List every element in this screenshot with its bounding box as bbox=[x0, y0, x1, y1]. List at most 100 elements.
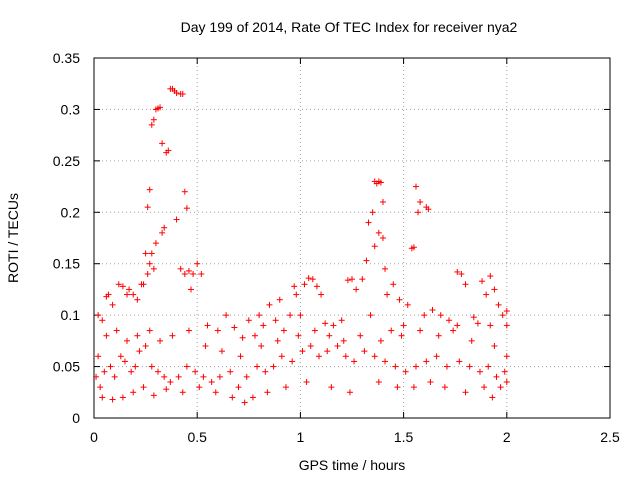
data-point bbox=[185, 267, 192, 274]
x-tick-label: 2 bbox=[503, 429, 511, 445]
data-point bbox=[421, 312, 428, 319]
data-point bbox=[126, 286, 133, 293]
data-point bbox=[351, 358, 358, 365]
data-point bbox=[212, 389, 219, 396]
data-point bbox=[175, 373, 182, 380]
data-point bbox=[177, 265, 184, 272]
data-point bbox=[371, 243, 378, 250]
data-point bbox=[483, 291, 490, 298]
data-point bbox=[427, 379, 434, 385]
data-point bbox=[165, 147, 172, 154]
data-point bbox=[423, 358, 430, 365]
data-point bbox=[318, 291, 325, 298]
data-point bbox=[361, 348, 368, 355]
data-point bbox=[379, 199, 386, 205]
data-point bbox=[330, 322, 337, 329]
data-point bbox=[404, 301, 411, 308]
data-point bbox=[148, 363, 155, 370]
data-point bbox=[474, 320, 481, 327]
data-point bbox=[266, 301, 273, 308]
data-point bbox=[254, 363, 261, 370]
data-point bbox=[136, 348, 143, 355]
data-point bbox=[324, 348, 331, 355]
data-point bbox=[491, 286, 498, 293]
x-axis-label: GPS time / hours bbox=[299, 457, 406, 473]
data-point bbox=[146, 186, 153, 193]
data-point bbox=[99, 317, 106, 324]
data-point bbox=[328, 384, 335, 391]
data-point bbox=[142, 343, 149, 349]
data-point bbox=[489, 394, 496, 401]
data-point bbox=[208, 379, 215, 385]
data-point bbox=[237, 353, 244, 360]
y-tick-label: 0.1 bbox=[61, 307, 81, 323]
data-point bbox=[101, 368, 108, 375]
data-point bbox=[400, 322, 407, 329]
data-point bbox=[270, 363, 277, 370]
data-point bbox=[159, 229, 166, 236]
data-point bbox=[301, 281, 308, 288]
data-point bbox=[433, 353, 440, 360]
data-point bbox=[388, 327, 395, 334]
data-point bbox=[128, 368, 135, 375]
data-point bbox=[163, 386, 170, 393]
data-point bbox=[503, 353, 510, 360]
data-point bbox=[103, 293, 110, 300]
data-point bbox=[167, 379, 174, 385]
data-point bbox=[235, 384, 242, 391]
y-tick-label: 0.15 bbox=[53, 256, 80, 272]
data-point bbox=[303, 379, 310, 385]
data-point bbox=[200, 373, 207, 380]
data-point bbox=[309, 276, 316, 283]
data-point bbox=[144, 271, 151, 277]
data-point bbox=[152, 240, 159, 247]
data-point bbox=[134, 332, 141, 339]
x-tick-label: 1 bbox=[297, 429, 305, 445]
data-point bbox=[305, 275, 312, 282]
data-point bbox=[169, 332, 176, 339]
data-point bbox=[501, 368, 508, 375]
data-point bbox=[251, 332, 258, 339]
data-point bbox=[322, 320, 329, 327]
data-point bbox=[95, 312, 102, 319]
data-point bbox=[353, 286, 360, 293]
data-point bbox=[458, 271, 465, 277]
data-point bbox=[334, 343, 341, 349]
data-point bbox=[363, 257, 370, 264]
data-point bbox=[204, 322, 211, 329]
data-point bbox=[173, 216, 180, 223]
data-point bbox=[382, 265, 389, 272]
data-point bbox=[154, 368, 161, 375]
data-point bbox=[202, 343, 209, 349]
data-point bbox=[264, 389, 271, 396]
data-point bbox=[287, 312, 294, 319]
data-point bbox=[260, 322, 267, 329]
data-point bbox=[99, 394, 106, 401]
data-point bbox=[481, 384, 488, 391]
data-point bbox=[146, 327, 153, 334]
data-point bbox=[493, 373, 500, 380]
data-point bbox=[402, 368, 409, 375]
data-point bbox=[468, 337, 475, 344]
data-point bbox=[150, 265, 157, 272]
data-point bbox=[313, 283, 320, 290]
data-point bbox=[218, 348, 225, 355]
data-point bbox=[150, 116, 157, 123]
y-tick-labels: 0 0.05 0.1 0.15 0.2 0.25 0.3 0.35 bbox=[53, 50, 80, 426]
data-point bbox=[148, 250, 155, 257]
data-point bbox=[109, 396, 116, 403]
data-point bbox=[392, 363, 399, 370]
data-point bbox=[138, 281, 145, 288]
data-point bbox=[412, 183, 419, 190]
data-point bbox=[280, 327, 287, 334]
grid-lines bbox=[94, 58, 610, 418]
data-point bbox=[375, 379, 382, 385]
data-point bbox=[357, 332, 364, 339]
plot-frame bbox=[93, 57, 611, 419]
data-point bbox=[161, 373, 168, 380]
data-point bbox=[311, 327, 318, 334]
data-point bbox=[369, 209, 376, 216]
data-point bbox=[441, 384, 448, 391]
data-point bbox=[130, 291, 137, 298]
